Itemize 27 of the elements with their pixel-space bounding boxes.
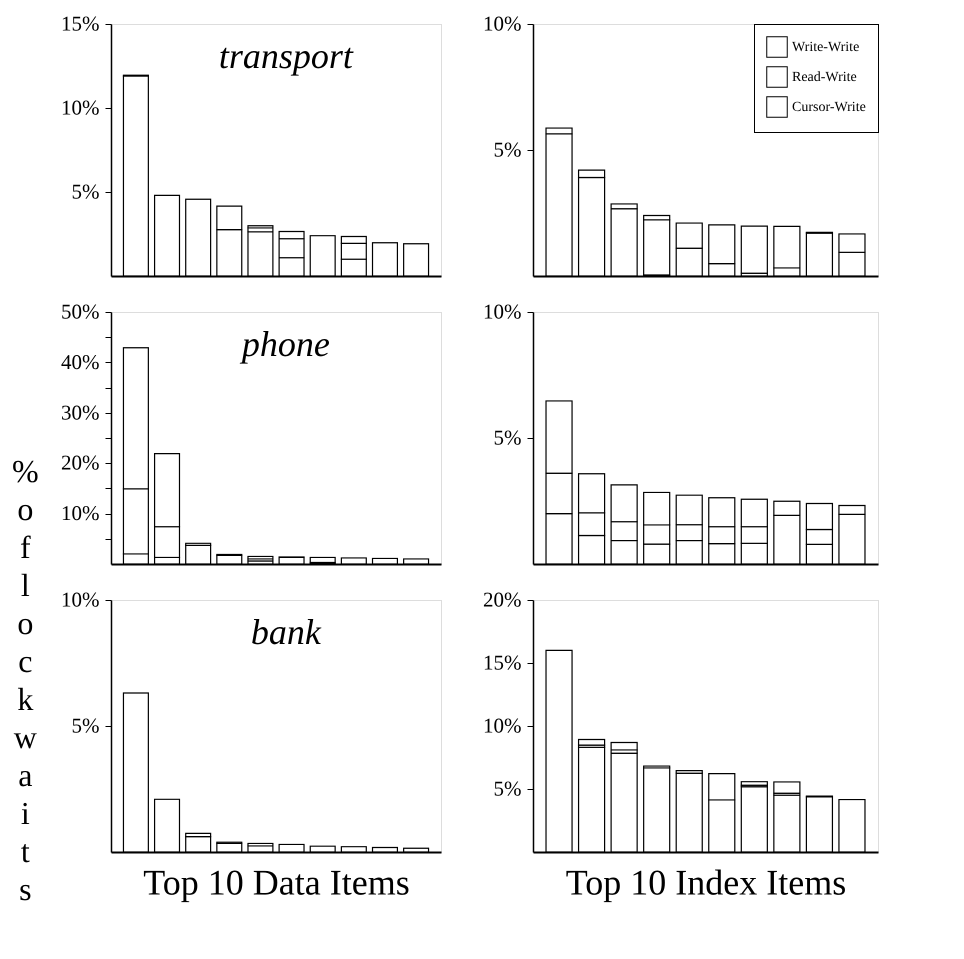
chart-title: transport [218,36,354,76]
y-tick-label: 50% [61,300,100,324]
y-tick-label: 10% [483,12,522,36]
legend-label: Read-Write [792,70,857,85]
y-tick-label: 10% [483,714,522,738]
y-tick-label: 40% [61,350,100,374]
chart-title: bank [250,612,322,652]
y-tick-label: 10% [483,300,522,324]
x-axis-title: Top 10 Data Items [143,862,410,902]
chart-title: phone [238,324,330,364]
y-tick-label: 5% [494,138,522,162]
y-tick-label: 15% [483,650,522,674]
x-axis-title: Top 10 Index Items [566,862,846,902]
y-tick-label: 15% [61,12,100,36]
legend-label: Cursor-Write [792,100,866,115]
y-tick-label: 5% [494,426,522,450]
y-tick-label: 20% [61,450,100,475]
y-tick-label: 5% [494,776,522,800]
y-tick-label: 10% [61,96,100,120]
y-tick-label: 30% [61,400,100,424]
y-tick-label: 5% [72,180,100,204]
y-tick-label: 10% [61,588,100,612]
y-tick-label: 20% [483,588,522,612]
legend-label: Write-Write [792,40,860,55]
text: % of lock waits [12,453,39,907]
y-tick-label: 5% [72,714,100,738]
y-tick-label: 10% [61,501,100,526]
